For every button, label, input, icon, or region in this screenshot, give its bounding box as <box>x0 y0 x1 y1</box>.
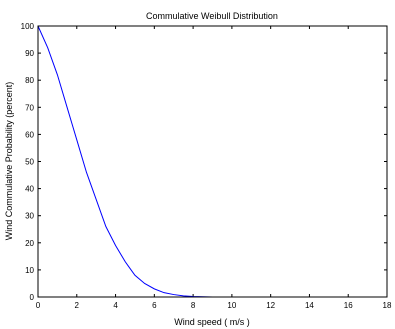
y-tick-label: 30 <box>25 212 34 221</box>
y-tick-label: 80 <box>25 76 34 85</box>
x-tick-label: 14 <box>305 301 314 310</box>
x-tick-label: 2 <box>75 301 80 310</box>
y-tick-label: 50 <box>25 158 34 167</box>
y-tick-label: 100 <box>21 22 35 31</box>
chart-title: Commulative Weibull Distribution <box>146 11 278 21</box>
x-tick-label: 6 <box>152 301 157 310</box>
y-tick-label: 70 <box>25 103 34 112</box>
y-tick-label: 20 <box>25 239 34 248</box>
x-tick-label: 8 <box>191 301 196 310</box>
y-tick-label: 60 <box>25 130 34 139</box>
y-tick-label: 90 <box>25 49 34 58</box>
y-tick-label: 40 <box>25 185 34 194</box>
plot-frame <box>37 25 388 298</box>
y-tick-label: 0 <box>30 293 35 302</box>
x-tick-label: 4 <box>113 301 118 310</box>
x-tick-label: 0 <box>36 301 41 310</box>
x-tick-label: 12 <box>266 301 275 310</box>
y-tick-label: 10 <box>25 266 34 275</box>
x-axis-label: Wind speed ( m/s ) <box>174 317 250 327</box>
x-tick-label: 16 <box>344 301 353 310</box>
x-tick-label: 10 <box>227 301 236 310</box>
y-axis-label: Wind Commulative Probability (percent) <box>4 82 14 241</box>
x-tick-label: 18 <box>383 301 392 310</box>
plot-area <box>38 26 387 297</box>
